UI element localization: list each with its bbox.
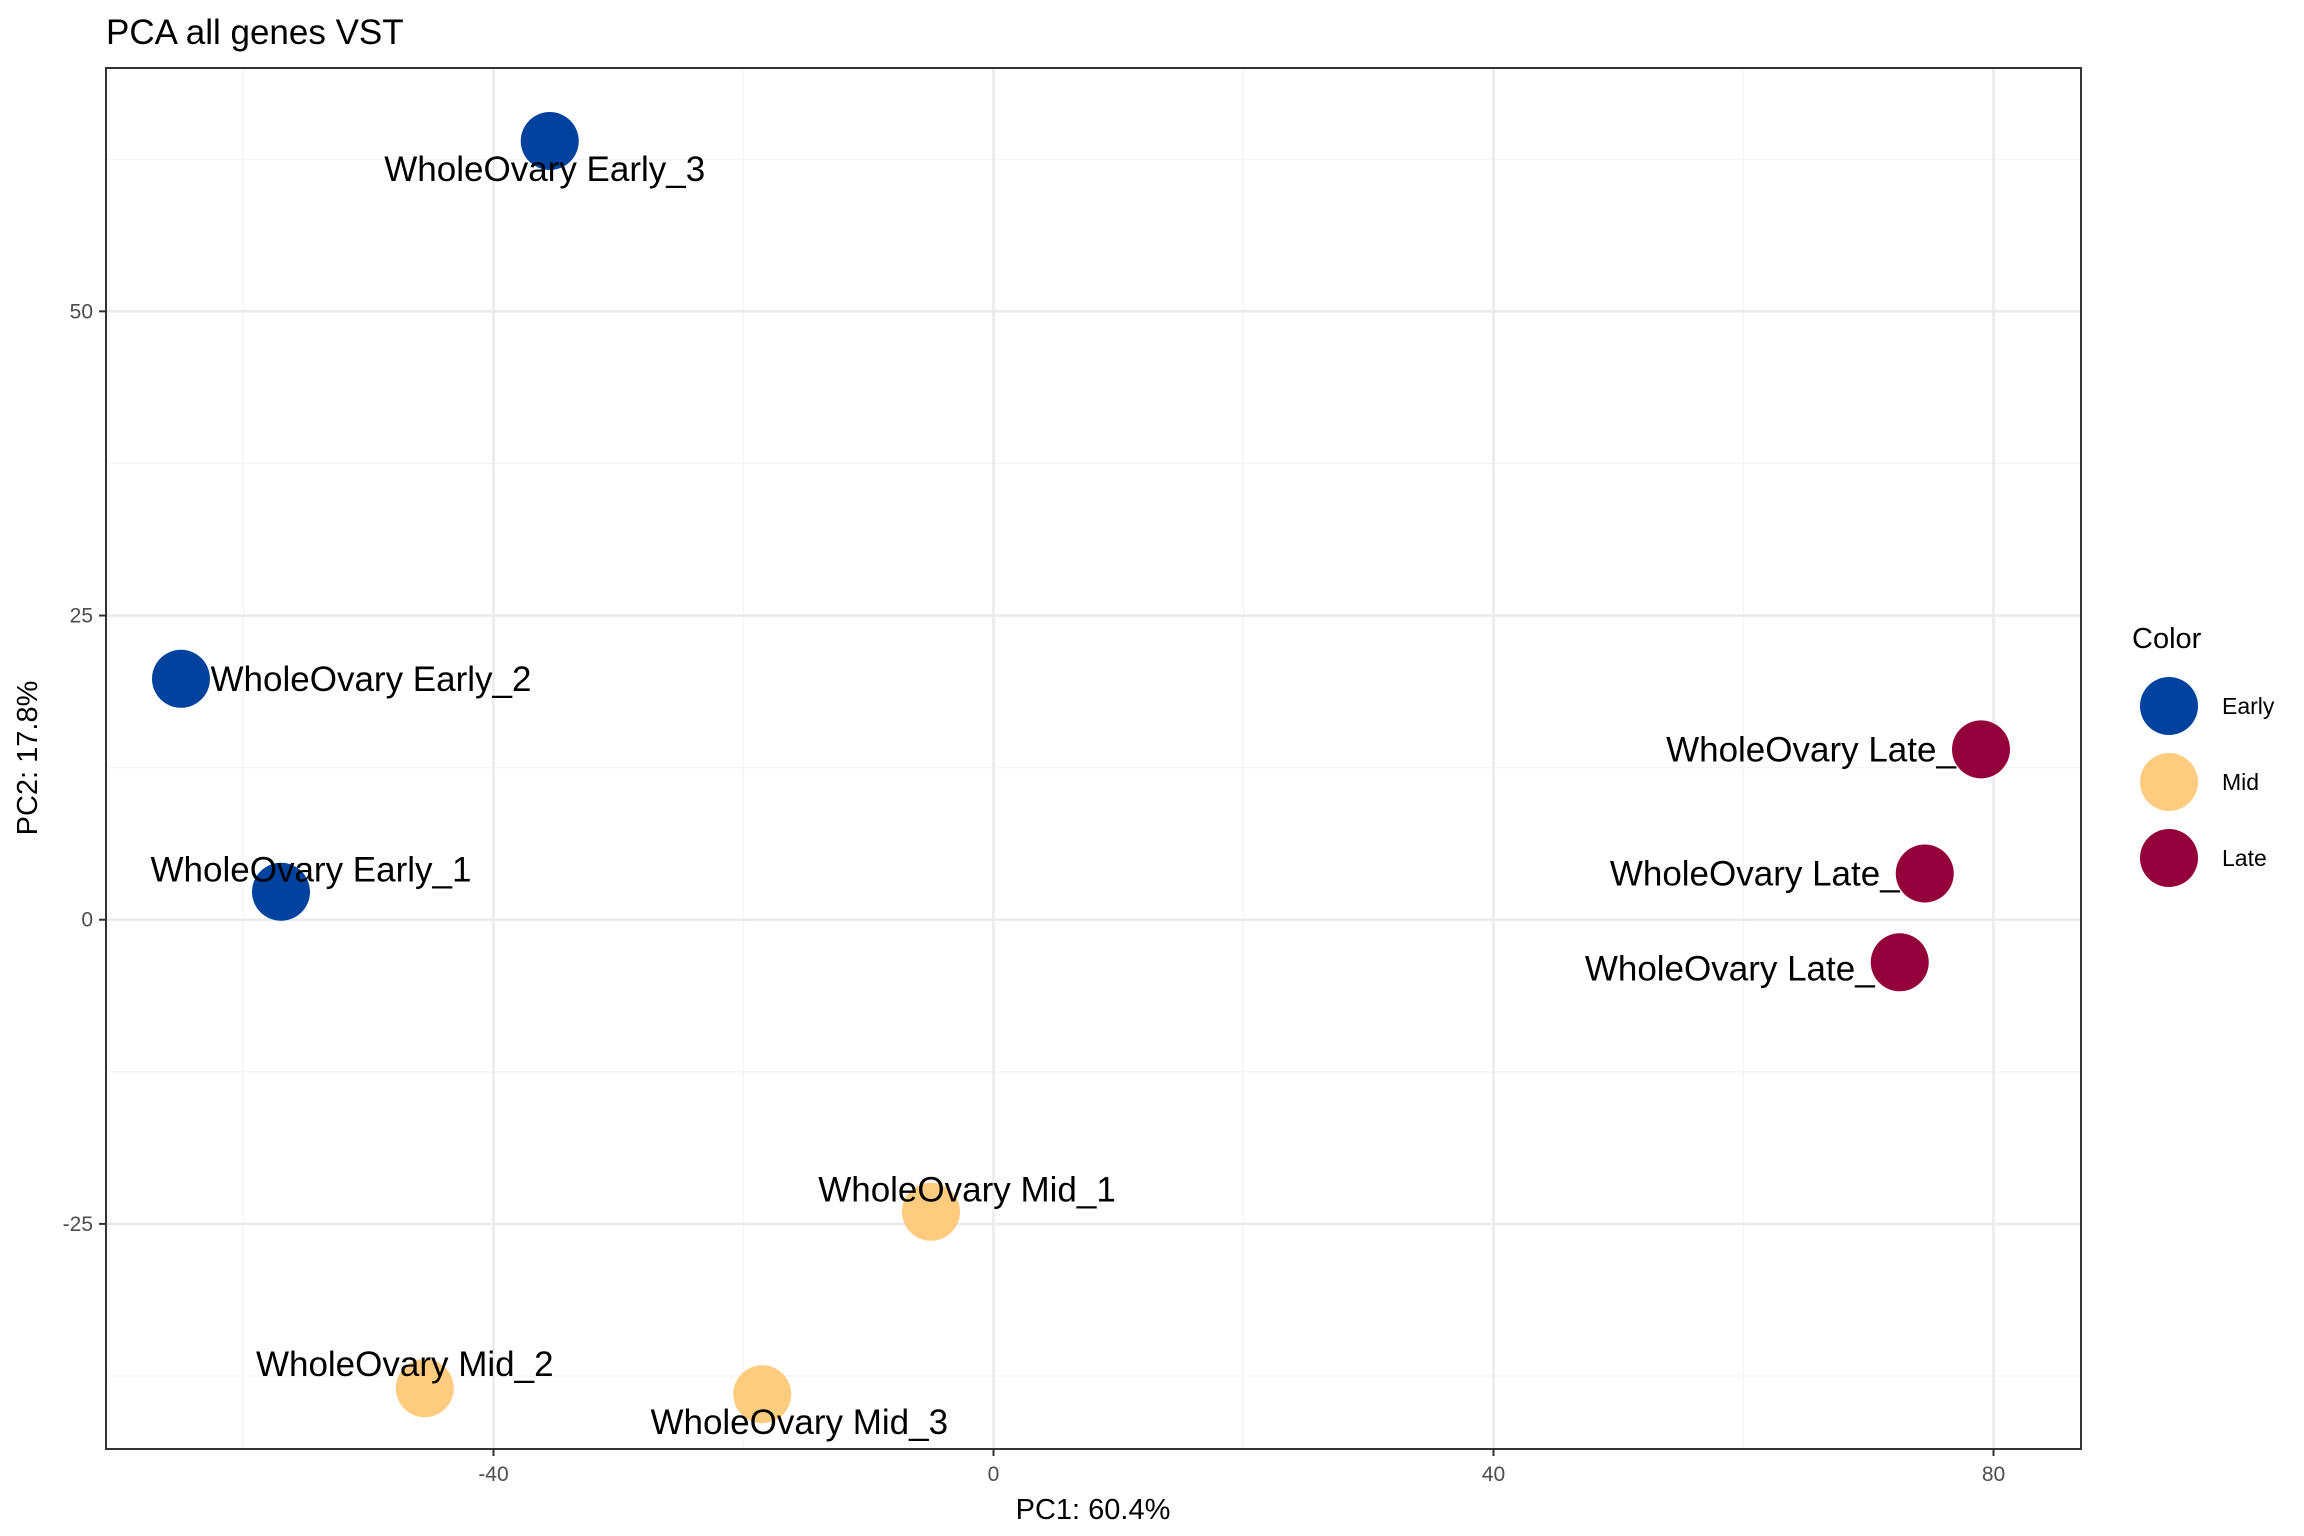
x-axis-ticks: -40 0 40 80: [478, 1449, 2005, 1486]
point-label: WholeOvary Early_3: [384, 150, 705, 189]
panel-border: [105, 67, 2082, 1450]
data-point-late: [1870, 933, 1929, 992]
y-tick-label: 25: [70, 605, 93, 628]
legend-key-mid: [2140, 753, 2198, 811]
y-tick-label: 50: [70, 300, 93, 323]
x-tick-label: 0: [988, 1463, 1000, 1486]
legend-label: Early: [2222, 693, 2275, 719]
x-tick-label: -40: [478, 1463, 508, 1486]
data-point-late: [1952, 720, 2010, 779]
point-label: WholeOvary Mid_3: [650, 1403, 948, 1442]
y-axis-title: PC2: 17.8%: [12, 681, 44, 836]
x-tick-label: 40: [1482, 1463, 1505, 1486]
point-label: WholeOvary Late_: [1610, 854, 1900, 893]
legend: Color Early Mid Late: [2132, 623, 2275, 887]
data-point-early: [520, 112, 579, 171]
x-tick-label: 80: [1982, 1463, 2005, 1486]
data-point-late: [1895, 844, 1954, 903]
legend-title: Color: [2132, 623, 2202, 655]
x-axis-title: PC1: 60.4%: [1016, 1494, 1171, 1526]
data-point-mid: [902, 1182, 960, 1241]
point-label: WholeOvary Late_: [1585, 949, 1875, 988]
y-tick-label: -25: [63, 1213, 93, 1236]
legend-label: Late: [2222, 845, 2267, 871]
legend-key-early: [2140, 677, 2198, 735]
labels-layer: WholeOvary Early_3 WholeOvary Early_2 Whol…: [151, 150, 1957, 1442]
point-label: WholeOvary Early_1: [151, 851, 472, 890]
y-tick-label: 0: [81, 909, 93, 932]
point-label: WholeOvary Mid_2: [256, 1345, 554, 1384]
data-point-mid: [733, 1365, 792, 1424]
legend-key-late: [2140, 829, 2198, 887]
point-label: WholeOvary Mid_1: [818, 1171, 1116, 1210]
legend-entries: Early Mid Late: [2140, 677, 2275, 887]
point-label: WholeOvary Late_: [1666, 730, 1956, 769]
y-axis-ticks: -25 0 25 50: [63, 300, 106, 1236]
point-label: WholeOvary Early_2: [211, 660, 532, 699]
points-layer: [152, 112, 2010, 1424]
data-point-mid: [395, 1359, 454, 1418]
data-point-early: [252, 862, 310, 921]
chart-title: PCA all genes VST: [106, 13, 404, 52]
data-point-early: [152, 649, 210, 708]
legend-label: Mid: [2222, 769, 2259, 795]
